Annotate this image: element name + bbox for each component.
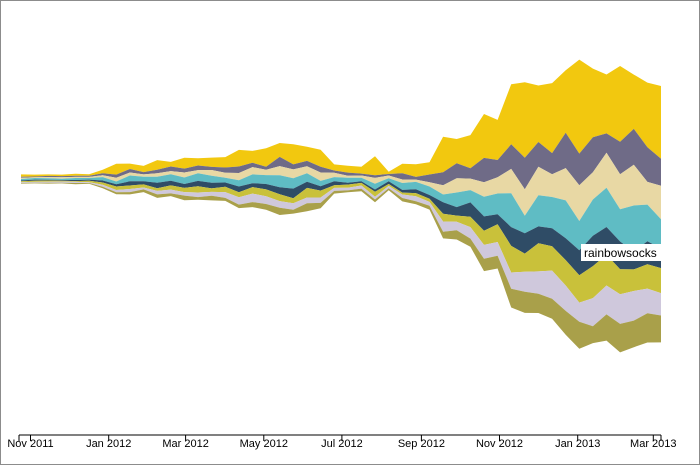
stream-layer-7[interactable] (21, 181, 661, 327)
x-tick-label-2: Jan 2012 (86, 438, 131, 450)
stream-layer-1[interactable] (21, 59, 661, 177)
hover-label: rainbowsocks (584, 246, 657, 260)
stream-layer-8[interactable] (21, 182, 661, 353)
stream-layer-2[interactable] (21, 128, 661, 190)
x-tick-label-6: Sep 2012 (398, 438, 445, 450)
x-tick-label-4: May 2012 (240, 438, 288, 450)
x-axis: Nov 2011 Jan 2012 Mar 2012 May 2012 Jul 2012… (7, 434, 677, 450)
stream-layers (21, 59, 661, 353)
x-axis-ticks: Nov 2011 Jan 2012 Mar 2012 May 2012 Jul 2012… (7, 435, 677, 450)
x-tick-label-8: Jan 2013 (555, 438, 600, 450)
x-tick-label-3: Mar 2012 (162, 438, 208, 450)
x-tick-label-9: Mar 2013 (630, 438, 676, 450)
stream-layer-3[interactable] (21, 152, 661, 221)
x-tick-label-7: Nov 2012 (476, 438, 523, 450)
stream-layer-4[interactable] (21, 173, 661, 252)
hover-label-background (581, 244, 662, 261)
hover-label-group: rainbowsocks (581, 244, 662, 261)
x-tick-label-5: Jul 2012 (321, 438, 363, 450)
x-tick-label-1: Nov 2011 (7, 438, 53, 450)
stream-layer-6[interactable] (21, 180, 661, 303)
